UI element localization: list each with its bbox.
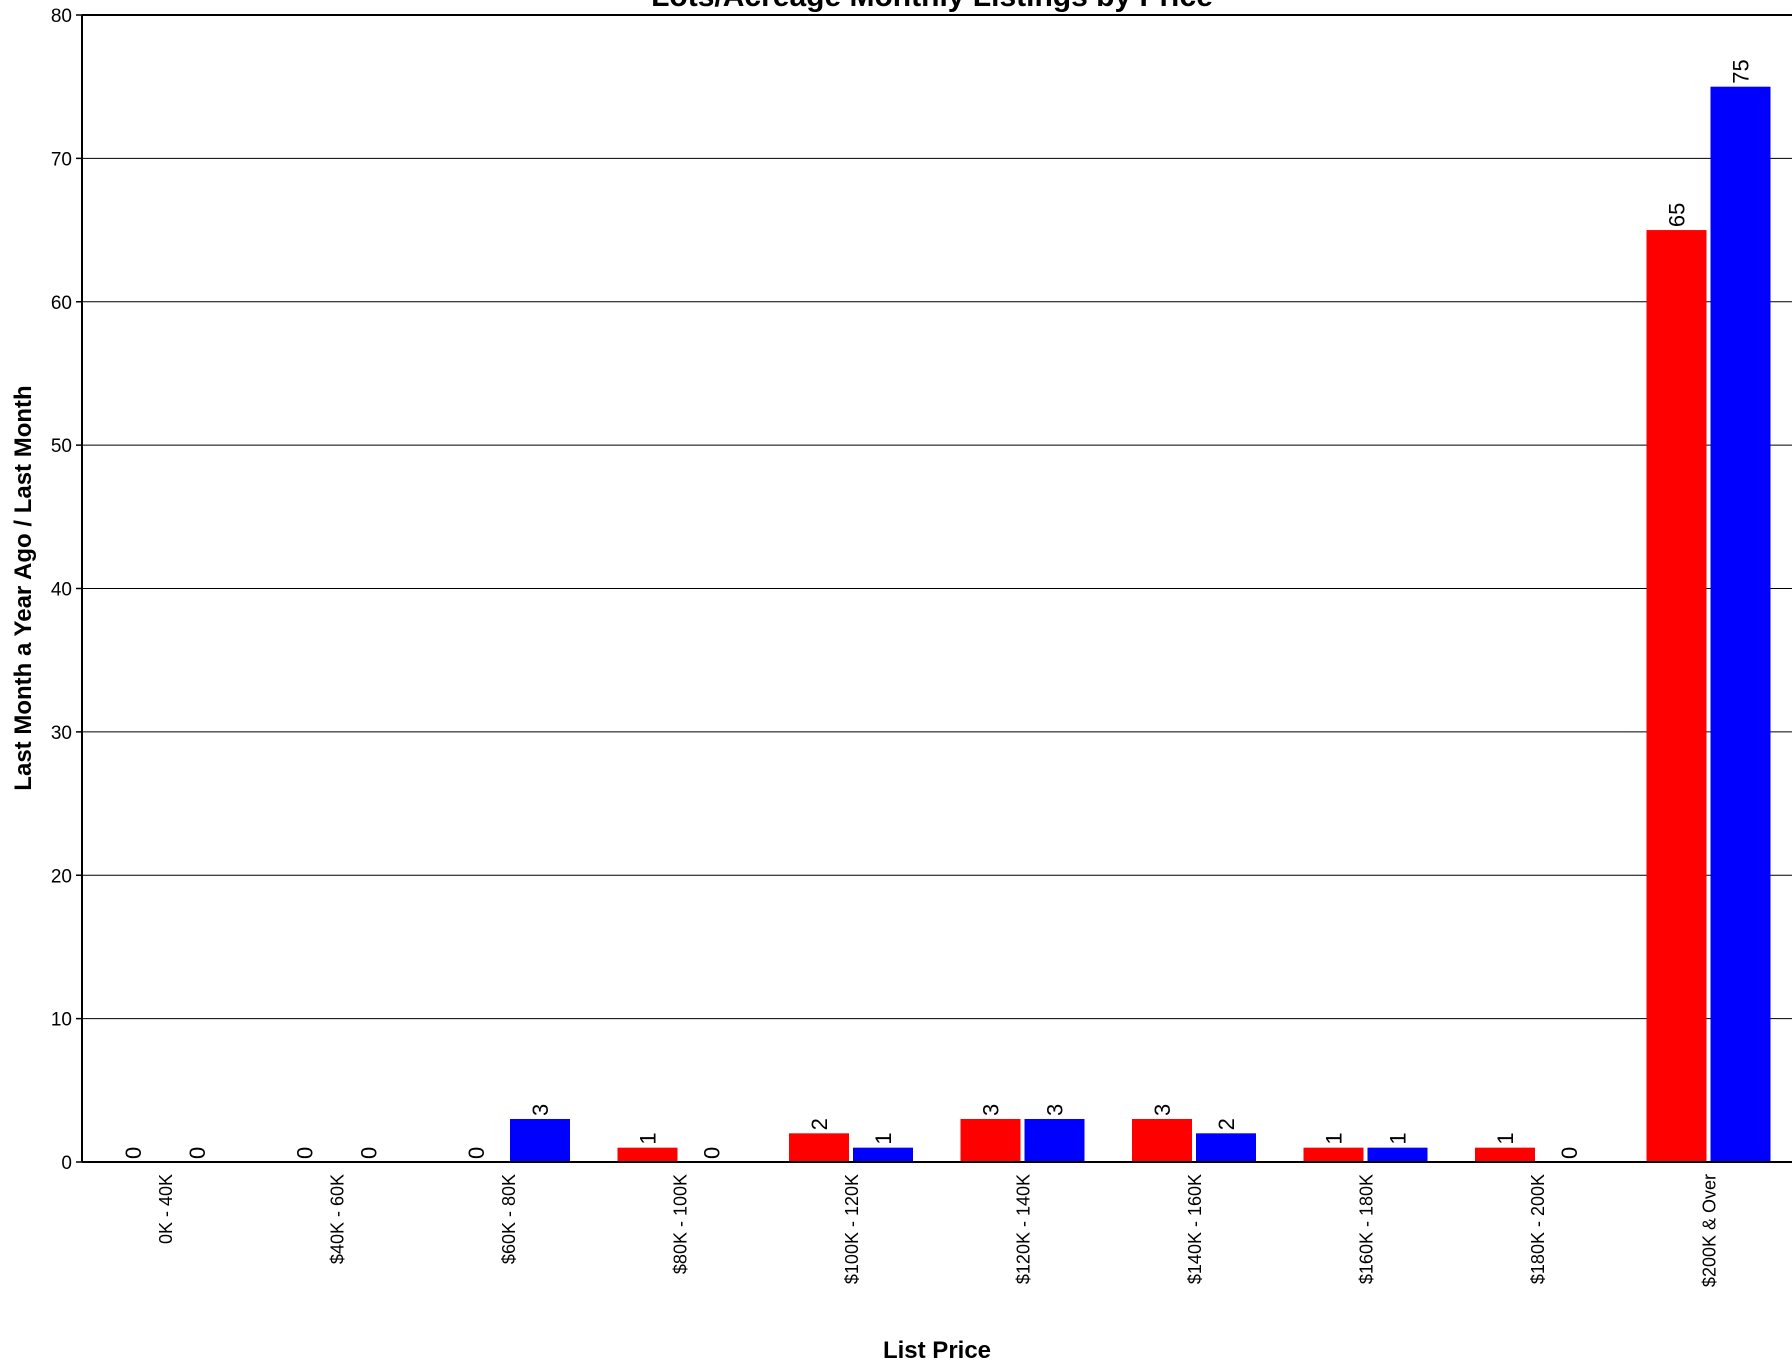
y-tick-label: 10 xyxy=(51,1010,72,1031)
y-tick-label: 80 xyxy=(51,6,72,27)
data-label: 3 xyxy=(1043,1104,1068,1116)
data-label: 1 xyxy=(1493,1132,1518,1144)
x-axis-label: List Price xyxy=(883,1337,991,1364)
bars xyxy=(510,86,1771,1162)
y-tick-label: 0 xyxy=(61,1153,72,1174)
data-label: 0 xyxy=(121,1147,146,1159)
bar xyxy=(1024,1118,1085,1162)
data-label: 3 xyxy=(1150,1104,1175,1116)
x-tick-label: 0K - 40K xyxy=(156,1174,176,1244)
x-tick-label: $140K - 160K xyxy=(1185,1174,1205,1284)
bar xyxy=(1303,1147,1364,1162)
data-label: 0 xyxy=(357,1147,382,1159)
data-label: 75 xyxy=(1729,59,1754,83)
bar xyxy=(1132,1118,1192,1162)
chart-title: Lots/Acreage Monthly Listings by Price xyxy=(651,0,1213,13)
x-tick-label: $40K - 60K xyxy=(328,1174,348,1264)
bar xyxy=(1710,86,1771,1162)
data-label: 0 xyxy=(700,1147,725,1159)
bar xyxy=(789,1133,849,1162)
bar xyxy=(510,1118,570,1162)
x-tick-label: $80K - 100K xyxy=(671,1174,691,1274)
y-tick-label: 60 xyxy=(51,293,72,314)
x-axis-ticks: 0K - 40K $40K - 60K $60K - 80K $80K - 100K $… xyxy=(156,1174,1720,1287)
data-label: 1 xyxy=(1386,1132,1411,1144)
data-label: 0 xyxy=(293,1147,318,1159)
x-tick-label: $160K - 180K xyxy=(1357,1174,1377,1284)
data-label: 2 xyxy=(807,1118,832,1130)
data-label: 3 xyxy=(979,1104,1004,1116)
data-label: 1 xyxy=(871,1132,896,1144)
x-tick-label: $100K - 120K xyxy=(842,1174,862,1284)
data-label: 1 xyxy=(636,1132,661,1144)
x-tick-label: $60K - 80K xyxy=(499,1174,519,1264)
data-label: 1 xyxy=(1322,1132,1347,1144)
y-axis-ticks: 0 10 20 30 40 50 60 70 80 xyxy=(51,6,82,1174)
bar xyxy=(1475,1147,1535,1162)
data-label: 2 xyxy=(1214,1118,1239,1130)
x-tick-label: $180K - 200K xyxy=(1528,1174,1548,1284)
data-label: 3 xyxy=(528,1104,553,1116)
gridlines xyxy=(82,157,1792,1020)
y-axis-label: Last Month a Year Ago / Last Month xyxy=(10,385,37,790)
y-tick-label: 20 xyxy=(51,866,72,887)
y-tick-label: 70 xyxy=(51,149,72,170)
data-label: 0 xyxy=(185,1147,210,1159)
data-label: 0 xyxy=(1557,1147,1582,1159)
data-label: 65 xyxy=(1665,203,1690,227)
bar xyxy=(617,1147,678,1162)
x-tick-label: $120K - 140K xyxy=(1014,1174,1034,1284)
bar xyxy=(1367,1147,1428,1162)
data-labels: 0 0 0 0 0 3 1 0 2 1 3 3 3 2 1 1 1 0 65 75 xyxy=(121,59,1754,1159)
x-tick-label: $200K & Over xyxy=(1700,1174,1720,1287)
bar xyxy=(1196,1133,1256,1162)
y-tick-label: 30 xyxy=(51,723,72,744)
data-label: 0 xyxy=(464,1147,489,1159)
bar xyxy=(1646,230,1707,1162)
bar xyxy=(960,1118,1021,1162)
y-tick-label: 50 xyxy=(51,436,72,457)
y-tick-label: 40 xyxy=(51,580,72,601)
bar xyxy=(853,1147,913,1162)
